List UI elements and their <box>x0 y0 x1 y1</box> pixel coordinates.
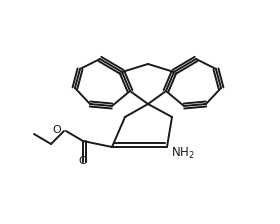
Text: O: O <box>79 156 87 166</box>
Text: NH$_2$: NH$_2$ <box>171 146 195 161</box>
Text: O: O <box>52 125 61 135</box>
